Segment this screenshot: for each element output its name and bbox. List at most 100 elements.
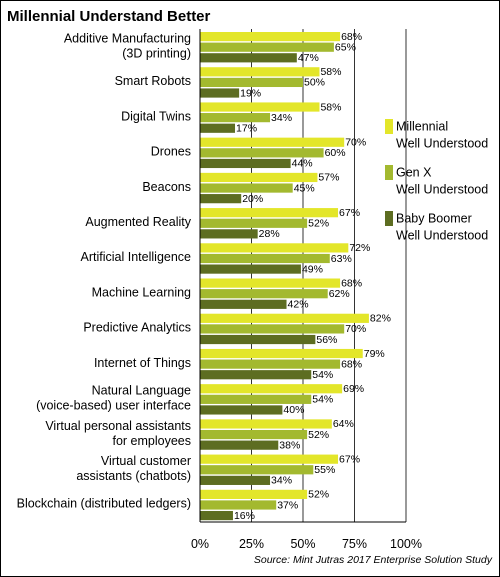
bar (200, 289, 328, 299)
bar (200, 299, 287, 309)
bar (200, 253, 330, 264)
bar (200, 218, 308, 228)
category-label: for employees (112, 434, 191, 448)
data-label: 58% (320, 101, 341, 113)
category-label: (3D printing) (122, 46, 191, 60)
category-label: assistants (chatbots) (76, 469, 191, 483)
bar (200, 359, 341, 369)
bar (200, 113, 271, 123)
bar (200, 158, 291, 169)
data-label: 58% (320, 66, 341, 78)
category-label: Beacons (142, 180, 191, 194)
bar (200, 465, 314, 475)
bar (200, 229, 258, 239)
category-label: Natural Language (92, 384, 191, 398)
category-label: Smart Robots (115, 74, 191, 88)
data-label: 54% (312, 369, 333, 381)
bar (200, 264, 301, 274)
data-label: 62% (329, 288, 350, 300)
data-label: 68% (341, 358, 362, 370)
legend-label: Gen X (396, 165, 432, 179)
data-label: 72% (349, 242, 370, 254)
data-label: 65% (335, 41, 356, 53)
legend-label: Well Understood (396, 182, 488, 196)
data-label: 57% (318, 172, 339, 184)
data-label: 28% (259, 228, 280, 240)
bar (200, 172, 318, 183)
bar (200, 384, 343, 394)
data-label: 64% (333, 418, 354, 430)
bar (200, 510, 233, 521)
data-label: 50% (304, 77, 325, 89)
bar (200, 32, 341, 42)
legend-swatch (385, 119, 393, 134)
bar (200, 137, 345, 147)
bar (200, 475, 271, 485)
category-label: Virtual customer (101, 454, 191, 468)
data-label: 69% (343, 383, 364, 395)
category-label: Augmented Reality (85, 215, 191, 229)
data-label: 55% (314, 464, 335, 476)
category-label: Additive Manufacturing (64, 31, 191, 45)
bar (200, 208, 339, 218)
bar (200, 243, 349, 253)
legend-swatch (385, 165, 393, 180)
bar (200, 405, 283, 415)
bar (200, 419, 332, 429)
x-tick-label: 25% (239, 537, 264, 551)
bar (200, 454, 339, 464)
bar (200, 313, 369, 323)
data-label: 52% (308, 218, 329, 230)
bar (200, 500, 277, 510)
bar (200, 324, 345, 334)
data-label: 42% (288, 299, 309, 311)
bar (200, 278, 341, 288)
category-label: Predictive Analytics (83, 321, 191, 335)
bar (200, 334, 316, 345)
data-label: 82% (370, 313, 391, 325)
x-tick-label: 75% (342, 537, 367, 551)
bar (200, 394, 312, 404)
bar (200, 53, 297, 63)
bar (200, 440, 279, 450)
data-label: 40% (283, 404, 304, 416)
data-label: 37% (277, 499, 298, 511)
legend-label: Baby Boomer (396, 211, 472, 225)
bar (200, 148, 324, 158)
data-label: 17% (236, 123, 257, 135)
bar (200, 489, 308, 499)
data-label: 70% (345, 323, 366, 335)
data-label: 47% (298, 52, 319, 64)
data-label: 63% (331, 253, 352, 265)
legend-swatch (385, 211, 393, 226)
category-label: Virtual personal assistants (45, 419, 191, 433)
data-label: 16% (234, 510, 255, 522)
x-tick-label: 0% (191, 537, 209, 551)
category-label: Internet of Things (94, 356, 191, 370)
data-label: 54% (312, 394, 333, 406)
data-label: 68% (341, 31, 362, 43)
data-label: 52% (308, 489, 329, 501)
category-label: Digital Twins (121, 109, 191, 123)
chart-title: Millennial Understand Better (7, 8, 211, 25)
x-tick-label: 100% (390, 537, 422, 551)
bar (200, 123, 236, 133)
category-label: Machine Learning (92, 285, 191, 299)
source-note: Source: Mint Jutras 2017 Enterprise Solu… (254, 554, 493, 566)
data-label: 68% (341, 277, 362, 289)
category-label: (voice-based) user interface (36, 399, 191, 413)
legend-label: Millennial (396, 119, 448, 133)
data-label: 52% (308, 429, 329, 441)
bar (200, 102, 320, 112)
bar (200, 348, 363, 359)
data-label: 34% (271, 112, 292, 124)
data-label: 19% (240, 87, 261, 99)
bar (200, 67, 320, 77)
data-label: 20% (242, 193, 263, 205)
bar (200, 42, 334, 52)
x-tick-label: 50% (290, 537, 315, 551)
bar (200, 370, 312, 380)
data-label: 45% (294, 182, 315, 194)
